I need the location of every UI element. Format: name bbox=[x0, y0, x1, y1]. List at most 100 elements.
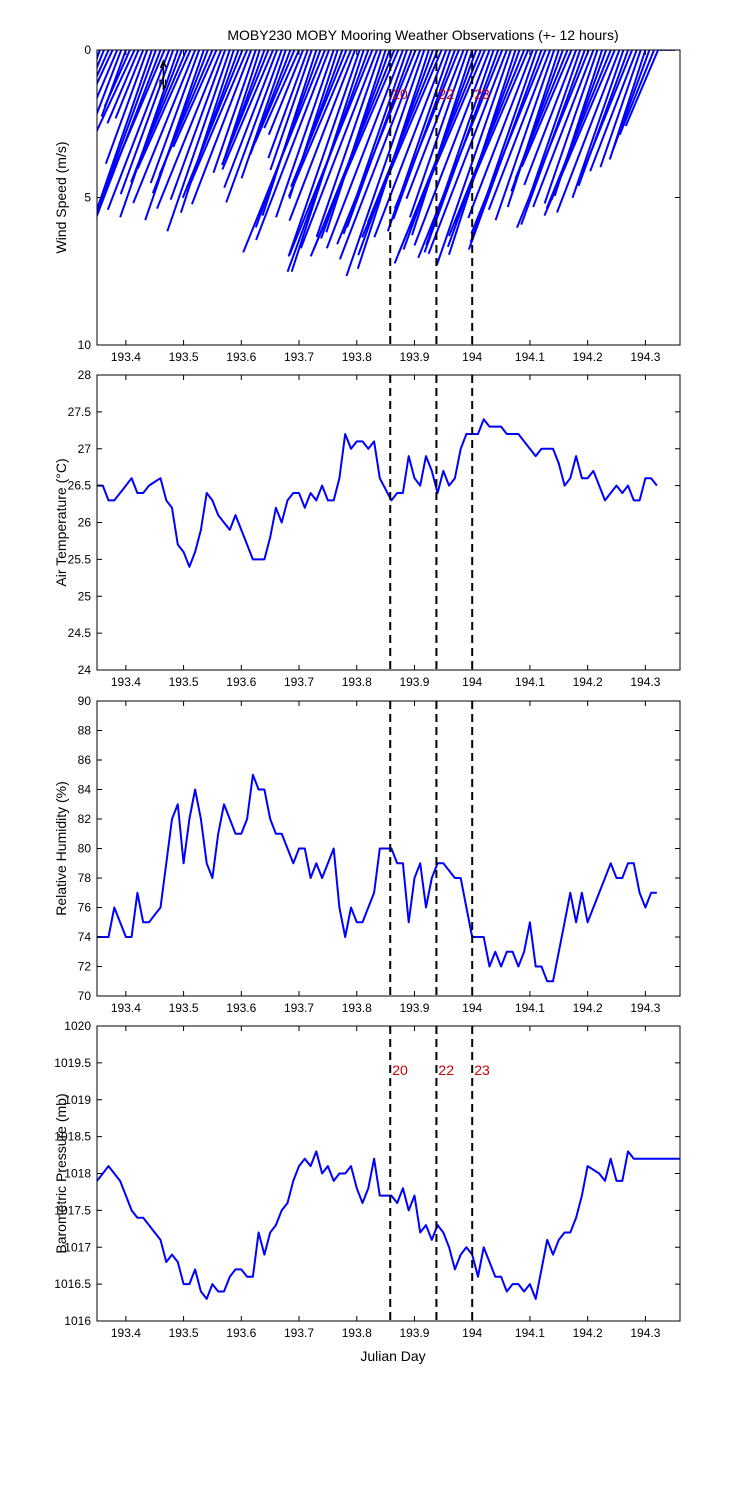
wind-stick bbox=[103, 50, 131, 108]
wind-stick bbox=[409, 50, 469, 218]
y-tick-label: 1016.5 bbox=[54, 1277, 91, 1291]
wind-stick bbox=[543, 50, 616, 217]
y-tick-label: 26 bbox=[78, 516, 92, 530]
y-tick-label: 26.5 bbox=[68, 479, 92, 493]
x-tick-label: 193.5 bbox=[169, 350, 199, 364]
wind-stick bbox=[97, 50, 114, 86]
wind-stick bbox=[242, 50, 326, 253]
wind-stick bbox=[169, 50, 227, 201]
x-tick-label: 193.5 bbox=[169, 1001, 199, 1015]
x-tick-label: 194 bbox=[462, 675, 482, 689]
wind-stick bbox=[345, 50, 426, 277]
y-tick-label: 88 bbox=[78, 724, 92, 738]
x-tick-label: 193.8 bbox=[342, 1001, 372, 1015]
wind-stick bbox=[225, 50, 283, 203]
y-tick-label: 28 bbox=[78, 368, 92, 382]
wind-stick bbox=[571, 50, 625, 199]
y-tick-label: 1017.5 bbox=[54, 1203, 91, 1217]
wind-stick bbox=[106, 50, 140, 124]
panel-3: 70 72 74 76 78 80 82 84 86 88 90 193.4 193.5 193.6 193… bbox=[53, 694, 681, 1015]
wind-stick bbox=[221, 50, 270, 166]
y-tick-label: 1020 bbox=[64, 1019, 91, 1033]
wind-stick bbox=[132, 50, 197, 204]
x-tick-label: 193.4 bbox=[111, 1001, 141, 1015]
north-arrow-head bbox=[159, 59, 168, 69]
y-tick-label: 0 bbox=[84, 43, 91, 57]
wind-stick bbox=[290, 50, 348, 188]
marker-label-20: 20 bbox=[392, 86, 408, 102]
series-line bbox=[97, 418, 658, 568]
y-tick-label: 80 bbox=[78, 842, 92, 856]
wind-stick bbox=[373, 50, 448, 238]
wind-stick bbox=[97, 50, 123, 116]
wind-stick bbox=[514, 50, 569, 179]
plot-area bbox=[97, 50, 676, 277]
x-tick-label: 193.6 bbox=[226, 1326, 256, 1340]
wind-stick bbox=[97, 50, 105, 70]
wind-stick bbox=[97, 50, 153, 207]
y-tick-label: 5 bbox=[84, 191, 91, 205]
x-tick-label: 194.1 bbox=[515, 675, 545, 689]
wind-stick bbox=[315, 50, 382, 238]
chart-title: MOBY230 MOBY Mooring Weather Observation… bbox=[227, 27, 618, 43]
wind-stick bbox=[97, 50, 110, 79]
wind-stick bbox=[158, 50, 214, 176]
marker-label-22: 22 bbox=[438, 86, 454, 102]
wind-stick bbox=[267, 50, 309, 159]
panel-1: N 20 22 23 0 5 10 193.4 193.5 193.6 193.7 193.8 193.… bbox=[53, 43, 681, 364]
x-tick-label: 193.9 bbox=[399, 675, 429, 689]
plot-area bbox=[97, 1150, 680, 1300]
wind-stick bbox=[361, 50, 443, 238]
marker-label-22: 22 bbox=[438, 1062, 454, 1078]
x-tick-label: 193.6 bbox=[226, 350, 256, 364]
wind-stick bbox=[527, 50, 582, 201]
wind-stick bbox=[119, 50, 175, 195]
y-tick-label: 25.5 bbox=[68, 552, 92, 566]
wind-stick bbox=[149, 50, 201, 184]
y-tick-label: 90 bbox=[78, 694, 92, 708]
y-tick-label: 24 bbox=[78, 663, 92, 677]
wind-stick bbox=[223, 50, 279, 189]
wind-stick bbox=[435, 50, 512, 266]
wind-stick bbox=[172, 50, 218, 148]
wind-stick bbox=[166, 50, 231, 232]
y-tick-label: 27 bbox=[78, 442, 92, 456]
wind-stick bbox=[405, 50, 465, 200]
wind-stick bbox=[97, 50, 136, 133]
wind-stick bbox=[267, 50, 304, 136]
x-tick-label: 194.2 bbox=[573, 1001, 603, 1015]
wind-stick bbox=[288, 50, 356, 222]
panels-group: N 20 22 23 0 5 10 193.4 193.5 193.6 193.7 193.8 193.… bbox=[53, 43, 681, 1340]
series-line bbox=[97, 1150, 680, 1300]
wind-stick bbox=[255, 50, 330, 241]
wind-stick bbox=[470, 50, 547, 234]
y-axis-label: Barometric Pressure (mb) bbox=[53, 1093, 69, 1253]
x-tick-label: 193.4 bbox=[111, 1326, 141, 1340]
wind-stick bbox=[393, 50, 460, 210]
x-tick-label: 194.1 bbox=[515, 1001, 545, 1015]
x-tick-label: 194.2 bbox=[573, 1326, 603, 1340]
wind-stick bbox=[453, 50, 530, 225]
north-arrow-icon: N bbox=[158, 59, 168, 91]
wind-stick bbox=[114, 50, 145, 119]
panel-4: 20 22 23 1016 1016.5 1017 1017.5 1018 1018.5 1019… bbox=[53, 1019, 681, 1340]
x-tick-label: 193.7 bbox=[284, 1326, 314, 1340]
wind-stick bbox=[97, 50, 119, 101]
y-tick-label: 78 bbox=[78, 871, 92, 885]
wind-stick bbox=[189, 50, 248, 184]
x-axis-label: Julian Day bbox=[360, 1348, 425, 1364]
wind-stick bbox=[417, 50, 504, 259]
wind-stick bbox=[618, 50, 655, 136]
wind-stick bbox=[287, 50, 352, 198]
wind-stick bbox=[190, 50, 253, 205]
x-tick-label: 194.1 bbox=[515, 350, 545, 364]
x-tick-label: 194 bbox=[462, 1326, 482, 1340]
wind-stick bbox=[523, 50, 578, 186]
y-axis-label: Relative Humidity (%) bbox=[53, 781, 69, 916]
wind-stick bbox=[516, 50, 590, 229]
wind-stick bbox=[532, 50, 595, 208]
plot-area bbox=[97, 773, 657, 983]
wind-stick bbox=[181, 50, 244, 199]
x-tick-label: 193.8 bbox=[342, 675, 372, 689]
wind-stick bbox=[156, 50, 223, 210]
